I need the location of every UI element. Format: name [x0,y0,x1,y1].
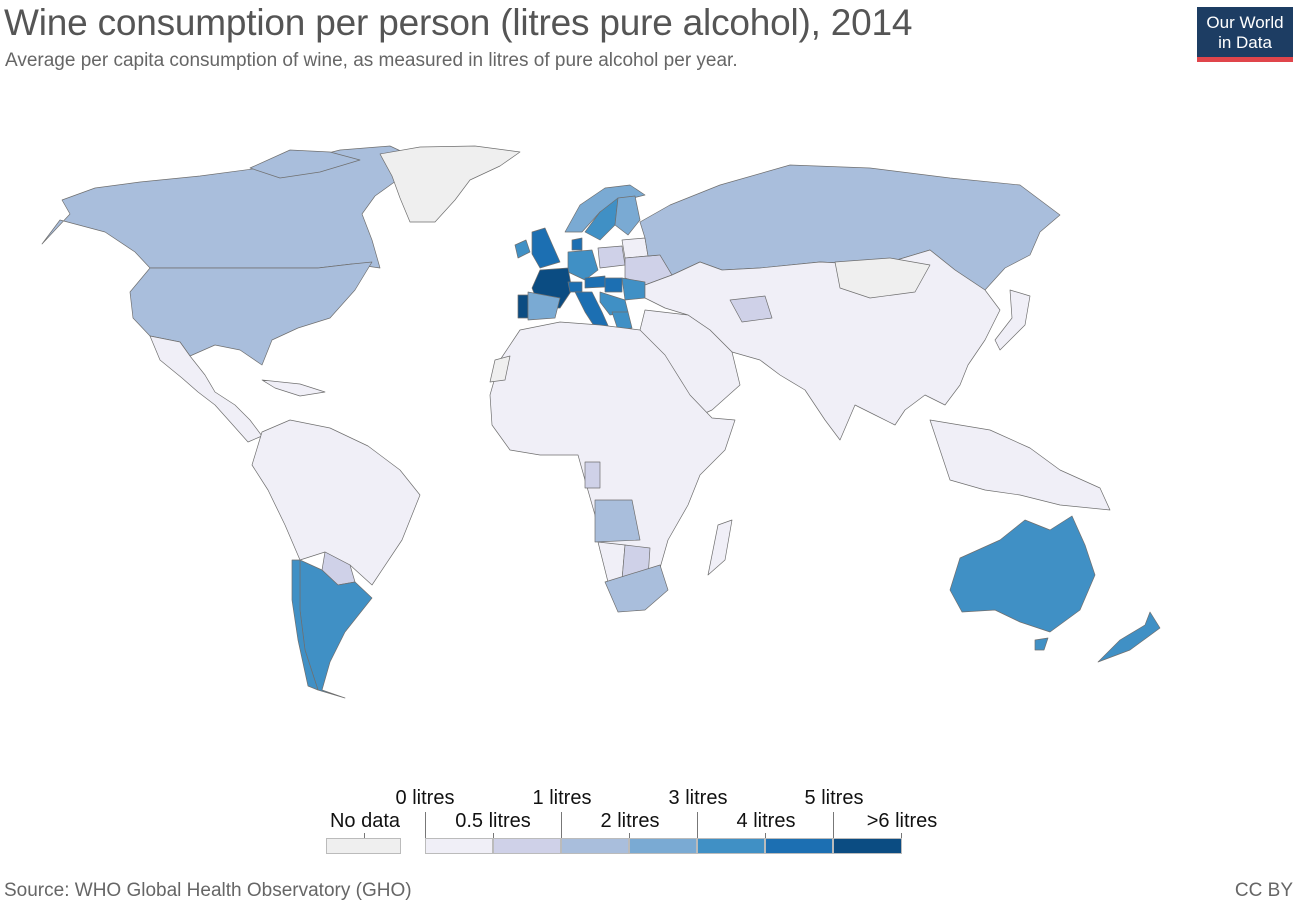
legend-tick [765,833,766,838]
legend-label-0-litres: 0 litres [395,787,455,809]
legend-label-3-litres: 3 litres [668,787,728,809]
legend-tick [561,812,562,838]
country-ireland[interactable] [514,239,531,259]
logo-line-2: in Data [1218,33,1272,52]
legend-label-over-6-litres: >6 litres [866,810,938,832]
country-tasmania[interactable] [1034,637,1049,651]
country-mongolia[interactable] [834,257,931,299]
legend-tick [629,833,630,838]
country-namibia[interactable] [597,541,626,583]
legend-label-0-5-litres: 0.5 litres [455,810,531,832]
country-western-sahara[interactable] [489,355,511,383]
country-switzerland[interactable] [567,281,583,293]
country-japan[interactable] [994,289,1031,351]
legend-label-1-litres: 1 litres [532,787,592,809]
country-south-america[interactable] [251,419,421,586]
chart-title: Wine consumption per person (litres pure… [4,2,913,43]
legend-bin-0-5-1[interactable] [493,838,561,854]
source-note[interactable]: Source: WHO Global Health Observatory (G… [4,880,412,901]
country-portugal[interactable] [517,294,529,319]
legend-tick [364,833,365,838]
legend-bin-0-0-5[interactable] [425,838,493,854]
legend-label-2-litres: 2 litres [600,810,660,832]
legend-no-data-label: No data [329,810,401,832]
country-hungary[interactable] [604,277,623,293]
country-austria[interactable] [584,275,606,289]
logo-line-1: Our World [1206,13,1284,32]
legend-label-4-litres: 4 litres [736,810,796,832]
legend-bin-1-2[interactable] [561,838,629,854]
region-southeast-asia[interactable] [929,419,1111,511]
country-canada[interactable] [41,145,421,269]
country-romania[interactable] [621,277,646,301]
country-spain[interactable] [527,291,561,321]
legend-tick [901,833,902,838]
country-turkmenistan[interactable] [729,295,773,323]
legend-tick [493,833,494,838]
country-balkans[interactable] [599,291,629,316]
legend-no-data-swatch[interactable] [326,838,401,854]
country-new-zealand[interactable] [1097,611,1161,663]
legend-label-5-litres: 5 litres [804,787,864,809]
country-denmark[interactable] [571,237,583,251]
country-australia[interactable] [949,515,1096,633]
legend-bin-2-3[interactable] [629,838,697,854]
owid-logo[interactable]: Our World in Data [1197,7,1293,62]
country-united-kingdom[interactable] [531,227,561,269]
legend-bin-3-4[interactable] [697,838,765,854]
country-canada-islands[interactable] [249,149,361,179]
legend-tick [425,812,426,838]
country-greece[interactable] [611,311,633,331]
country-greenland[interactable] [379,145,521,223]
legend-bin-4-5[interactable] [765,838,833,854]
legend-tick [833,812,834,838]
legend-tick [697,812,698,838]
country-belarus[interactable] [621,237,649,259]
country-gabon[interactable] [584,461,601,489]
world-map[interactable] [0,120,1299,720]
legend-bin-5-6[interactable] [833,838,902,854]
license-label[interactable]: CC BY [1234,880,1293,901]
country-chile[interactable] [291,559,319,691]
country-united-states[interactable] [129,261,373,366]
country-germany[interactable] [567,249,599,281]
country-poland[interactable] [597,245,626,269]
logo-accent-bar [1197,57,1293,62]
country-finland[interactable] [614,195,641,236]
country-angola[interactable] [594,499,641,543]
country-madagascar[interactable] [707,519,733,576]
country-south-africa[interactable] [604,564,669,613]
country-caribbean[interactable] [261,379,326,397]
chart-subtitle: Average per capita consumption of wine, … [5,50,738,71]
